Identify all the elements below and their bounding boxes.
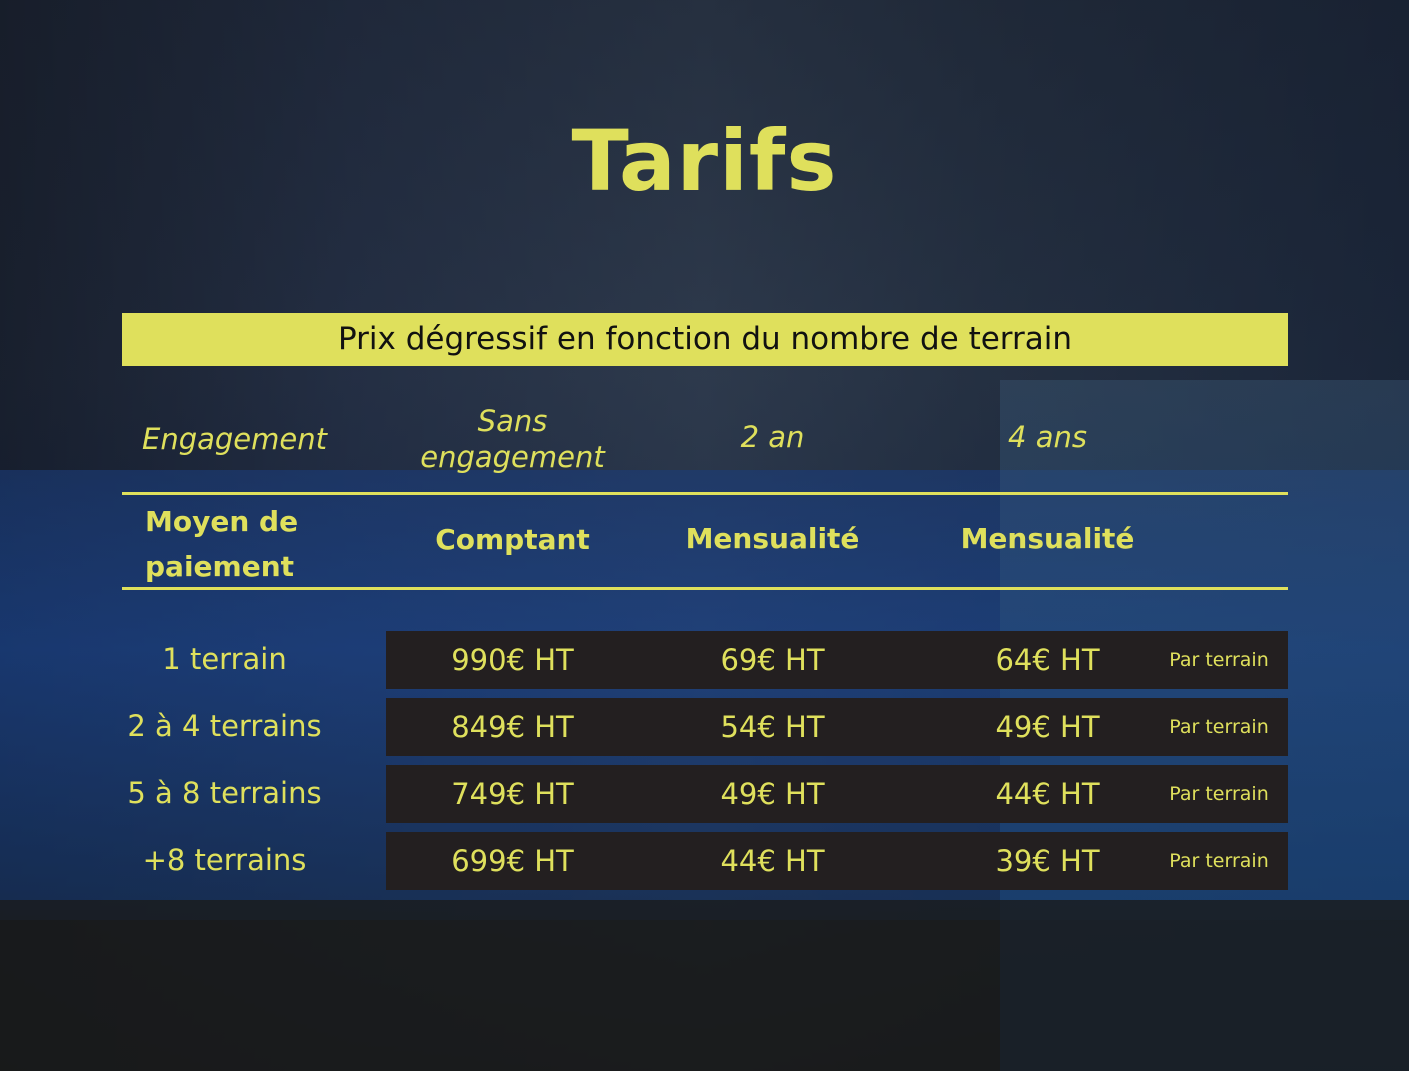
price-comptant: 699€ HT	[451, 844, 574, 878]
payment-mensualite-4ans: Mensualité	[960, 522, 1135, 555]
price-2an: 44€ HT	[720, 844, 825, 878]
table-row	[386, 832, 1288, 890]
page-title: Tarifs	[571, 112, 838, 210]
engagement-sans: Sans engagement	[420, 404, 605, 474]
price-comptant: 849€ HT	[451, 710, 574, 744]
price-2an: 49€ HT	[720, 777, 825, 811]
payment-label: Moyen de paiement	[145, 505, 299, 583]
table-row	[386, 631, 1288, 689]
per-terrain-note: Par terrain	[1169, 850, 1269, 872]
row-label: 1 terrain	[162, 642, 287, 676]
price-comptant: 749€ HT	[451, 777, 574, 811]
divider	[122, 587, 1288, 590]
per-terrain-note: Par terrain	[1169, 783, 1269, 805]
row-label: 5 à 8 terrains	[127, 776, 322, 810]
price-4ans: 64€ HT	[995, 643, 1100, 677]
price-2an: 69€ HT	[720, 643, 825, 677]
payment-comptant: Comptant	[435, 523, 590, 556]
price-4ans: 44€ HT	[995, 777, 1100, 811]
banner: Prix dégressif en fonction du nombre de …	[122, 313, 1288, 366]
engagement-4ans: 4 ans	[1008, 420, 1087, 454]
price-4ans: 49€ HT	[995, 710, 1100, 744]
per-terrain-note: Par terrain	[1169, 716, 1269, 738]
divider	[122, 492, 1288, 495]
row-label: 2 à 4 terrains	[127, 709, 322, 743]
table-row	[386, 698, 1288, 756]
table-row	[386, 765, 1288, 823]
per-terrain-note: Par terrain	[1169, 649, 1269, 671]
row-label: +8 terrains	[142, 843, 307, 877]
price-4ans: 39€ HT	[995, 844, 1100, 878]
price-comptant: 990€ HT	[451, 643, 574, 677]
price-2an: 54€ HT	[720, 710, 825, 744]
payment-mensualite-2an: Mensualité	[685, 522, 860, 555]
background-photo-floor	[0, 900, 1409, 1071]
engagement-2an: 2 an	[740, 420, 805, 454]
engagement-label: Engagement	[142, 422, 327, 456]
